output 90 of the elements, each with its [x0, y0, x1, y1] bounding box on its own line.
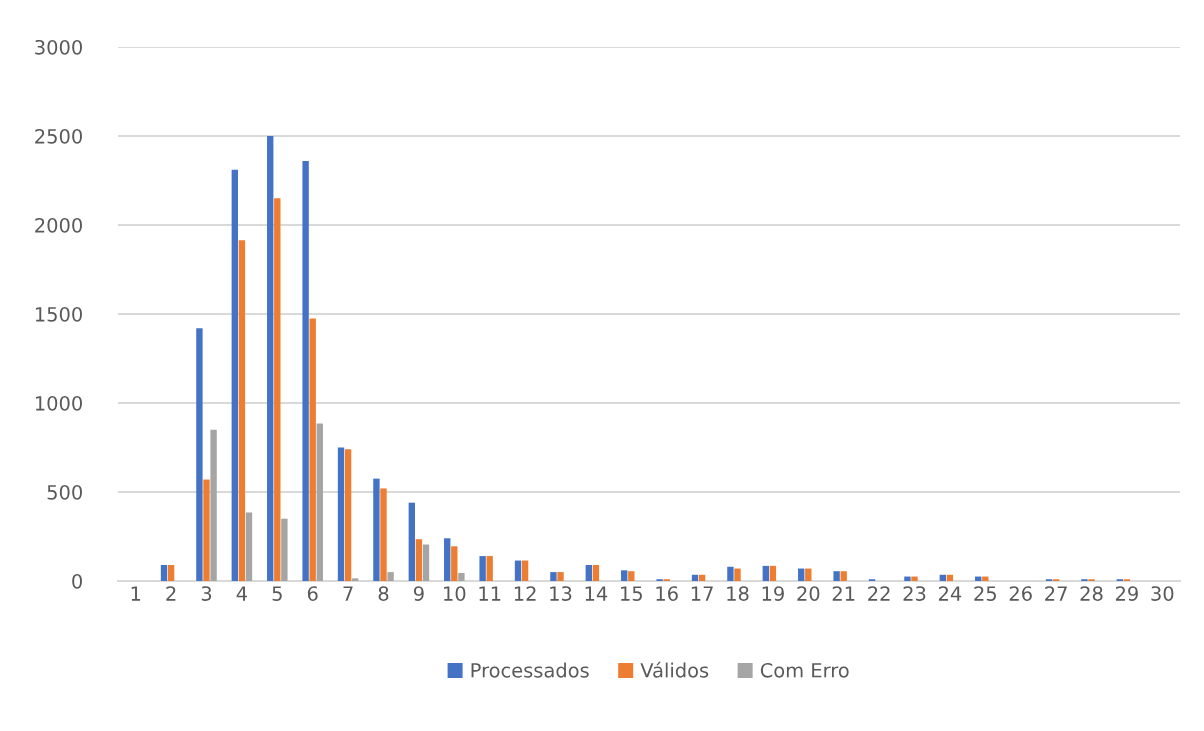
x-tick-label: 13 [550, 586, 572, 601]
x-tick-label: 17 [691, 586, 713, 601]
bar [167, 564, 175, 581]
bar [351, 578, 359, 581]
bar [911, 576, 918, 581]
y-tick-label: 2000 [35, 217, 82, 233]
bar [585, 564, 593, 581]
bar [486, 556, 493, 581]
bar [422, 544, 430, 581]
bar [444, 538, 451, 581]
bar [337, 447, 345, 581]
bar [762, 565, 770, 581]
bar [939, 574, 947, 581]
x-tick-label: 15 [621, 586, 642, 601]
bar [415, 539, 423, 581]
x-tick-label: 22 [868, 586, 890, 601]
x-tick-label: 24 [938, 586, 962, 601]
legend-label: Válidos [640, 661, 709, 678]
bar [267, 136, 274, 581]
bar [309, 318, 316, 581]
bar [946, 574, 954, 581]
x-tick-label: 25 [974, 586, 996, 601]
x-tick-label: 7 [343, 586, 353, 601]
x-tick-label: 10 [444, 586, 466, 601]
bar [231, 169, 239, 581]
bar [203, 479, 210, 581]
bar [408, 502, 416, 581]
bar [557, 572, 564, 581]
bar [521, 560, 529, 581]
bar [514, 560, 522, 581]
bar [621, 570, 628, 581]
bar [451, 546, 458, 581]
bar [833, 571, 840, 581]
x-tick-label: 14 [585, 586, 608, 601]
bar [734, 568, 741, 581]
x-tick-label: 3 [201, 586, 212, 601]
x-tick-label: 9 [413, 586, 424, 601]
x-tick-label: 12 [514, 586, 536, 601]
bar [316, 423, 323, 581]
bar [698, 574, 706, 581]
x-tick-label: 19 [762, 586, 784, 601]
x-tick-label: 26 [1009, 586, 1032, 601]
bar [840, 571, 847, 581]
y-tick-label: 2500 [35, 128, 82, 144]
x-tick-label: 18 [727, 586, 749, 601]
bar [380, 488, 387, 581]
bar [628, 571, 635, 581]
bar [387, 572, 394, 581]
x-tick-label: 11 [479, 586, 501, 601]
bar [479, 556, 486, 581]
bar [160, 564, 168, 581]
y-tick-label: 500 [47, 484, 82, 500]
bar [373, 478, 380, 581]
x-tick-label: 30 [1151, 586, 1174, 601]
x-tick-label: 21 [832, 586, 855, 601]
bar [344, 449, 352, 581]
bar [727, 566, 734, 581]
bar [592, 564, 600, 581]
bar [302, 160, 309, 581]
bar [245, 512, 253, 581]
y-tick-label: 1000 [35, 395, 82, 411]
legend-label: Processados [471, 662, 589, 678]
x-tick-label: 4 [236, 586, 247, 601]
bar [210, 429, 217, 581]
bar [458, 572, 465, 581]
y-tick-label: 0 [72, 573, 82, 589]
bar [238, 240, 246, 581]
x-tick-label: 20 [797, 586, 820, 601]
bar [904, 576, 911, 581]
bar [196, 328, 203, 581]
bar [274, 198, 281, 581]
bar [769, 565, 777, 581]
x-tick-label: 16 [656, 586, 678, 601]
bar [805, 568, 812, 581]
x-tick-label: 2 [166, 586, 176, 601]
x-tick-label: 27 [1045, 586, 1067, 601]
y-tick-label: 3000 [35, 39, 82, 55]
legend-label: Com Erro [760, 662, 849, 678]
x-tick-label: 5 [272, 586, 282, 601]
x-tick-label: 1 [131, 586, 141, 601]
x-tick-label: 8 [378, 586, 389, 601]
bar [691, 574, 699, 581]
y-tick-label: 1500 [35, 306, 82, 322]
bar [281, 518, 288, 581]
x-tick-label: 29 [1115, 586, 1138, 601]
bar [798, 568, 805, 581]
x-tick-label: 23 [903, 586, 926, 601]
x-tick-label: 6 [307, 586, 318, 601]
x-tick-label: 28 [1080, 586, 1103, 601]
bar [550, 572, 557, 581]
